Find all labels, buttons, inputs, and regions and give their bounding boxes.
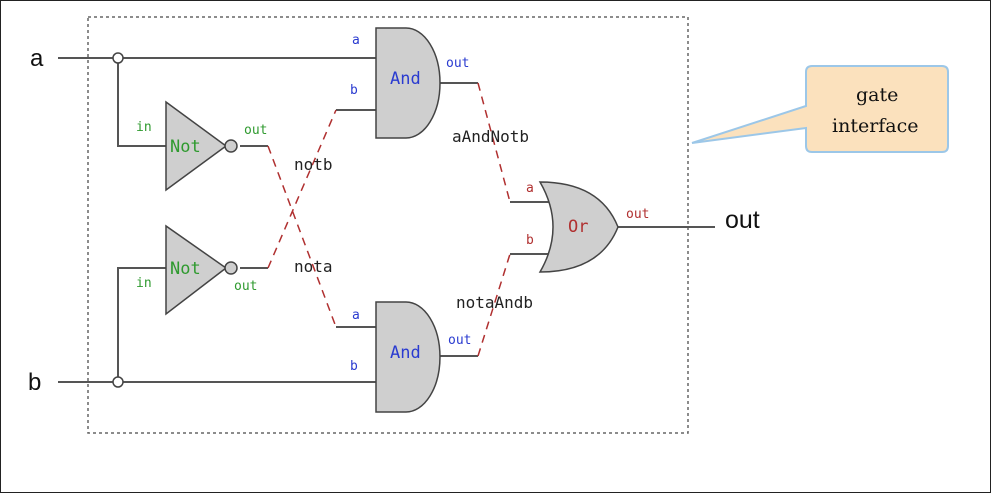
and-gate-top-label: And xyxy=(390,69,421,89)
input-a-label: a xyxy=(30,45,44,72)
solid-wires xyxy=(58,57,715,383)
wire-b-to-not xyxy=(117,267,168,382)
not-gate-top: Not in out xyxy=(136,100,267,192)
wire-label-aAndNotb: aAndNotb xyxy=(452,127,529,146)
output-label: out xyxy=(725,206,760,234)
not-gate-bottom-in-pin: in xyxy=(136,276,152,291)
and-gate-bottom-pin-b: b xyxy=(350,359,358,374)
pin-notb-dashed xyxy=(267,145,337,328)
not-gate-top-label: Not xyxy=(170,137,201,157)
pin-aAndNotb-dashed xyxy=(477,82,511,203)
and-gate-top: And a b out xyxy=(350,27,469,139)
pin-notaAndb-dashed xyxy=(477,253,511,357)
or-gate-pin-a: a xyxy=(526,181,534,196)
junction-b xyxy=(112,376,124,388)
wire-label-nota: nota xyxy=(294,257,333,276)
wire-label-notaAndb: notaAndb xyxy=(456,293,533,312)
wire-a-to-not xyxy=(117,58,168,147)
or-gate-out-pin: out xyxy=(626,207,649,222)
and-gate-top-out-pin: out xyxy=(446,56,469,71)
and-gate-bottom-out-pin: out xyxy=(448,333,471,348)
and-gate-bottom-pin-a: a xyxy=(352,308,360,323)
pin-nota-dashed xyxy=(267,109,337,269)
callout-line-2: interface xyxy=(832,115,919,137)
internal-pins xyxy=(267,82,511,357)
callout-line-1: gate xyxy=(856,84,898,106)
junction-a xyxy=(112,52,124,64)
and-gate-top-pin-a: a xyxy=(352,33,360,48)
or-gate: Or a b out xyxy=(526,181,649,273)
gate-interface-callout: gate interface xyxy=(691,65,949,153)
or-gate-pin-b: b xyxy=(526,233,534,248)
and-gate-top-pin-b: b xyxy=(350,83,358,98)
wire-label-notb: notb xyxy=(294,155,333,174)
and-gate-bottom: And a b out xyxy=(350,301,471,413)
not-gate-bottom-out-pin: out xyxy=(234,279,257,294)
not-gate-bottom-label: Not xyxy=(170,259,201,279)
not-gate-top-in-pin: in xyxy=(136,120,152,135)
not-gate-top-out-pin: out xyxy=(244,123,267,138)
and-gate-bottom-label: And xyxy=(390,343,421,363)
or-gate-label: Or xyxy=(568,217,588,237)
not-gate-bottom: Not in out xyxy=(136,224,257,316)
chip-boundary xyxy=(87,16,689,434)
input-b-label: b xyxy=(28,369,41,396)
